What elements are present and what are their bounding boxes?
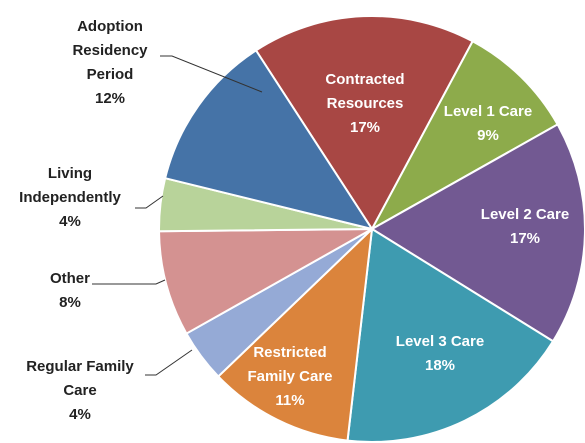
category-label: Living Independently xyxy=(19,165,121,206)
category-label: Level 3 Care xyxy=(395,333,485,350)
value-label: 12% xyxy=(94,90,126,107)
pie-slice xyxy=(216,226,374,442)
value-label: 9% xyxy=(477,127,499,144)
value-label: 4% xyxy=(69,406,91,423)
category-label: Regular Family Care xyxy=(26,358,134,399)
category-label: Other xyxy=(49,270,90,287)
leader-line xyxy=(135,195,164,209)
value-label: 17% xyxy=(349,119,381,136)
leader-line xyxy=(145,349,193,376)
value-label: 11% xyxy=(275,392,305,409)
slice-label: Living Independently 4% xyxy=(13,162,128,234)
leader-line xyxy=(92,279,166,285)
value-label: 8% xyxy=(59,294,81,311)
category-label: Level 2 Care xyxy=(480,206,570,223)
pie-slice xyxy=(158,228,373,335)
slice-label: Level 1 Care 9% xyxy=(428,100,548,148)
slice-label: Other 8% xyxy=(30,267,110,315)
pie-slice xyxy=(254,15,475,231)
value-label: 17% xyxy=(509,230,541,247)
category-label: Contracted Resources xyxy=(325,71,405,112)
value-label: 4% xyxy=(59,213,81,230)
slice-label: Regular Family Care 4% xyxy=(13,355,148,427)
value-label: 18% xyxy=(424,357,456,374)
slice-label: Adoption Residency Period 12% xyxy=(63,15,158,111)
slice-label: Level 3 Care 18% xyxy=(380,330,500,378)
pie-slice xyxy=(369,39,559,232)
slice-label: Level 2 Care 17% xyxy=(465,203,585,251)
pie-slice xyxy=(346,227,555,443)
slice-label: Contracted Resources 17% xyxy=(310,68,420,140)
leader-line xyxy=(160,55,263,93)
category-label: Restricted Family Care xyxy=(247,344,333,385)
category-label: Adoption Residency Period xyxy=(72,18,148,83)
pie-slice xyxy=(163,48,375,231)
category-label: Level 1 Care xyxy=(443,103,533,120)
slice-label: Restricted Family Care 11% xyxy=(235,341,345,413)
